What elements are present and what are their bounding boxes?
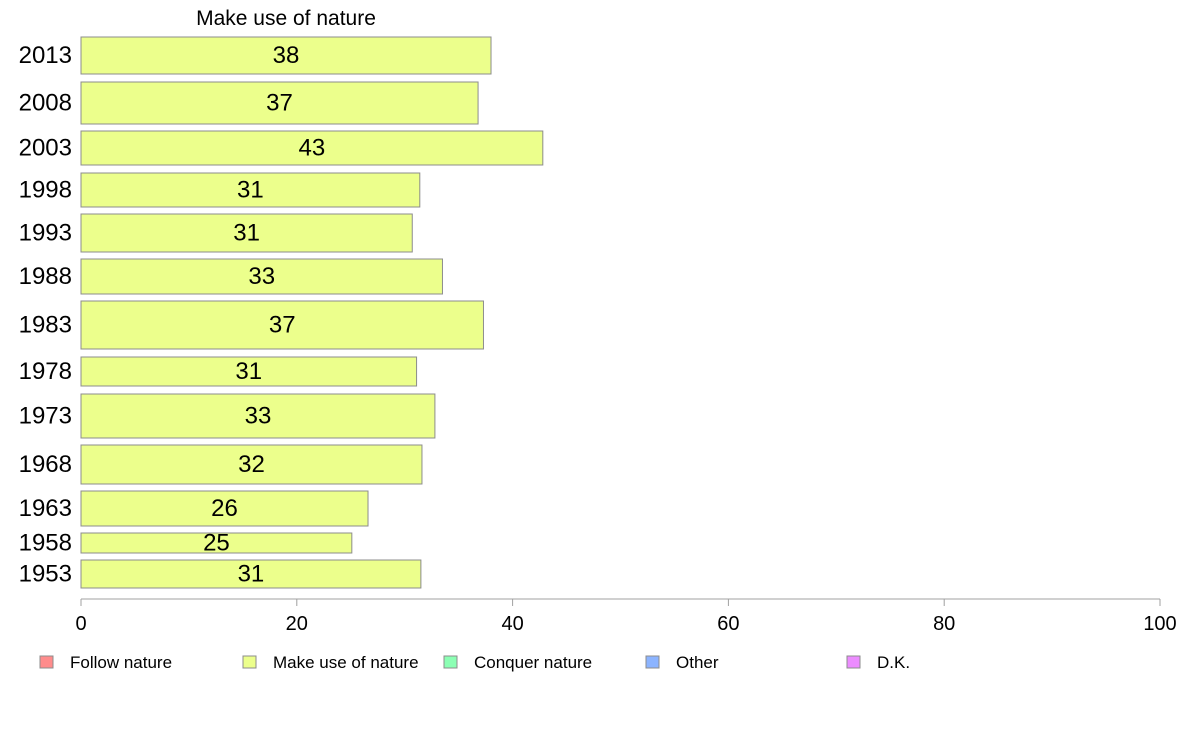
data-label: 32	[238, 451, 265, 478]
data-label: 25	[203, 530, 230, 557]
legend: Follow nature Make use of nature Conquer n…	[39, 653, 910, 672]
bar	[80, 172, 421, 208]
data-label: 31	[237, 177, 264, 204]
legend-label: Conquer nature	[474, 653, 592, 672]
legend-swatch	[443, 655, 458, 669]
bar	[80, 444, 423, 485]
data-label: 31	[235, 358, 262, 385]
data-label: 31	[233, 220, 260, 247]
legend-label: Follow nature	[70, 653, 172, 672]
x-axis: 0 20 40 60 80 100	[75, 598, 1177, 635]
data-label: 26	[211, 495, 238, 522]
data-label: 33	[245, 403, 272, 430]
bar	[80, 300, 484, 350]
data-label: 31	[238, 561, 265, 588]
chart-title: Make use of nature	[196, 7, 376, 30]
bar	[80, 532, 353, 554]
x-tick-label: 0	[75, 613, 86, 635]
legend-swatch	[645, 655, 660, 669]
bar	[80, 81, 479, 125]
category-label: 1958	[19, 530, 72, 557]
legend-swatch	[39, 655, 54, 669]
legend-swatch	[242, 655, 257, 669]
bar	[80, 258, 443, 295]
legend-label: Other	[676, 653, 719, 672]
category-label: 1968	[19, 451, 72, 478]
category-label: 1988	[19, 263, 72, 290]
category-label: 2013	[19, 42, 72, 69]
category-label: 1993	[19, 220, 72, 247]
x-tick-label: 60	[717, 613, 739, 635]
category-label: 1953	[19, 561, 72, 588]
x-tick-label: 80	[933, 613, 955, 635]
bar	[80, 393, 436, 439]
category-label: 1983	[19, 312, 72, 339]
category-label: 2003	[19, 135, 72, 162]
data-label: 37	[266, 90, 293, 117]
bar	[80, 559, 422, 589]
category-label: 1963	[19, 495, 72, 522]
data-label: 43	[299, 135, 326, 162]
bar	[80, 490, 369, 527]
bars-layer: 2013 38 2008 37 2003 43 1998 31 1993 31 1988 33 1983…	[19, 36, 544, 589]
x-tick-label: 40	[501, 613, 523, 635]
category-label: 1973	[19, 403, 72, 430]
bar	[80, 356, 418, 387]
category-label: 1998	[19, 177, 72, 204]
bar	[80, 213, 413, 253]
bar	[80, 130, 544, 166]
bar	[80, 36, 492, 75]
data-label: 37	[269, 312, 296, 339]
x-tick-label: 100	[1143, 613, 1176, 635]
data-label: 38	[273, 42, 300, 69]
category-label: 2008	[19, 90, 72, 117]
x-tick-label: 20	[286, 613, 308, 635]
data-label: 33	[248, 263, 275, 290]
legend-label: Make use of nature	[273, 653, 419, 672]
legend-label: D.K.	[877, 653, 910, 672]
legend-swatch	[846, 655, 861, 669]
category-label: 1978	[19, 358, 72, 385]
